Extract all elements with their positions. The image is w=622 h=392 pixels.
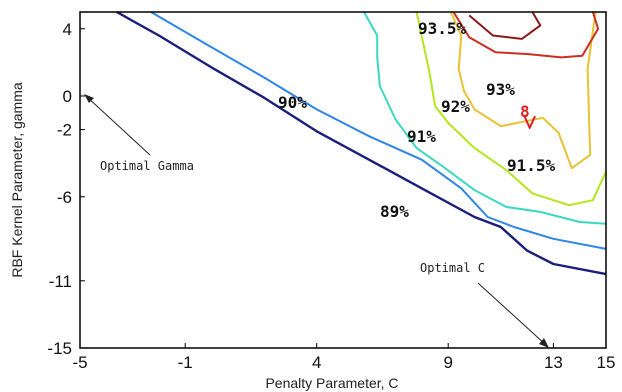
optimal-gamma-arrowhead: [84, 94, 94, 103]
contour-line: [116, 10, 607, 276]
optimal-c-arrowhead: [539, 338, 549, 348]
contour-line: [363, 11, 607, 225]
contour-line: [449, 11, 597, 170]
x-tick-label: -5: [72, 353, 87, 372]
optimal-gamma-annotation: Optimal Gamma: [100, 159, 194, 173]
contour-line: [452, 11, 600, 59]
y-tick-label: -15: [47, 339, 72, 358]
x-tick-label: 4: [312, 353, 321, 372]
contour-label: 91%: [407, 127, 436, 146]
x-ticks: -5 -1 4 9 13 15: [72, 343, 615, 372]
x-tick-label: -1: [178, 353, 193, 372]
contour-lines: [116, 10, 607, 276]
contour-label: 92%: [441, 97, 470, 116]
optimal-gamma-arrow: [85, 95, 151, 156]
y-ticks: 4 0 -2 -6 -11 -15: [47, 20, 85, 358]
contour-label: 89%: [380, 202, 409, 221]
y-tick-label: -2: [57, 121, 72, 140]
x-axis-label: Penalty Parameter, C: [265, 375, 398, 391]
x-tick-label: 9: [443, 353, 452, 372]
contour-label: 91.5%: [507, 156, 556, 175]
contour-line: [415, 11, 607, 207]
x-tick-label: 13: [544, 353, 563, 372]
optimal-c-arrow: [477, 282, 547, 346]
contour-label: 8: [520, 102, 530, 121]
y-tick-label: 4: [63, 20, 72, 39]
contour-label: 90%: [278, 93, 307, 112]
contour-line: [468, 11, 542, 40]
y-axis-label: RBF Kernel Parameter, gamma: [9, 82, 25, 278]
optimal-c-annotation: Optimal C: [420, 261, 485, 275]
plot-frame: [79, 11, 607, 349]
contour-label: 93%: [486, 80, 515, 99]
y-tick-label: -6: [57, 188, 72, 207]
contour-line: [150, 11, 607, 250]
y-tick-label: -11: [49, 272, 72, 291]
y-tick-label: 0: [63, 87, 72, 106]
contour-line: [523, 115, 536, 129]
x-tick-label: 15: [597, 353, 616, 372]
contour-label: 93.5%: [418, 19, 467, 38]
